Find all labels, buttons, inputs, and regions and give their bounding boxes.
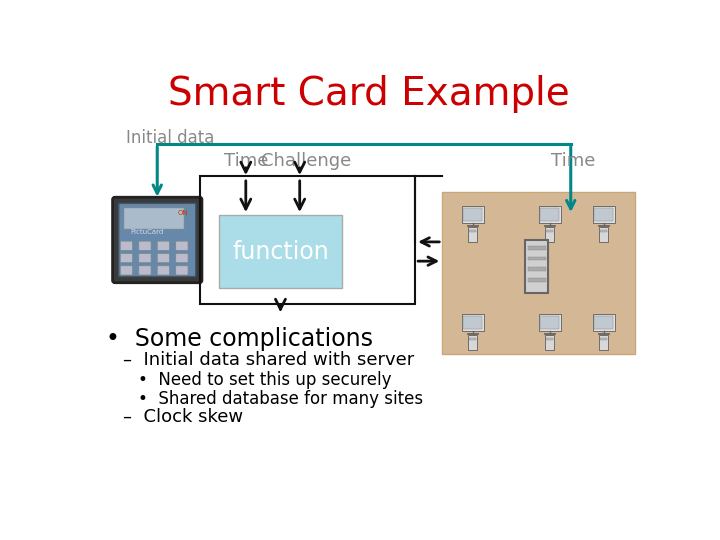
FancyBboxPatch shape [594,208,613,221]
Text: ON: ON [177,211,188,217]
Bar [469,338,477,340]
FancyBboxPatch shape [139,266,151,275]
FancyBboxPatch shape [462,314,484,331]
Text: Challenge: Challenge [261,152,351,170]
FancyBboxPatch shape [541,315,559,329]
Text: function: function [232,240,329,264]
Text: •  Some complications: • Some complications [106,327,373,350]
FancyBboxPatch shape [219,215,342,288]
FancyBboxPatch shape [139,241,151,251]
Text: •  Need to set this up securely: • Need to set this up securely [138,372,392,389]
Bar [528,256,546,260]
FancyBboxPatch shape [464,208,482,221]
Text: PictuCard: PictuCard [130,229,163,235]
Text: •  Shared database for many sites: • Shared database for many sites [138,390,423,408]
FancyBboxPatch shape [157,266,170,275]
FancyBboxPatch shape [526,240,549,294]
FancyBboxPatch shape [599,227,608,242]
Bar [528,246,546,249]
Bar [469,231,477,232]
FancyBboxPatch shape [176,253,188,262]
Bar [546,338,554,340]
FancyBboxPatch shape [469,335,477,350]
FancyBboxPatch shape [539,314,561,331]
Bar [600,338,608,340]
FancyBboxPatch shape [539,206,561,224]
FancyBboxPatch shape [120,241,132,251]
Bar [546,231,554,232]
FancyBboxPatch shape [112,197,202,283]
FancyBboxPatch shape [119,204,196,276]
FancyBboxPatch shape [157,253,170,262]
FancyBboxPatch shape [120,253,132,262]
FancyBboxPatch shape [546,227,554,242]
FancyBboxPatch shape [122,207,184,229]
Text: –  Initial data shared with server: – Initial data shared with server [122,351,414,369]
FancyBboxPatch shape [594,315,613,329]
FancyBboxPatch shape [157,241,170,251]
FancyBboxPatch shape [541,208,559,221]
Bar [528,278,546,282]
FancyBboxPatch shape [464,315,482,329]
FancyBboxPatch shape [139,253,151,262]
FancyBboxPatch shape [462,206,484,224]
Text: Smart Card Example: Smart Card Example [168,75,570,113]
Text: Time: Time [224,152,268,170]
Bar [528,267,546,271]
Text: Time: Time [551,152,595,170]
FancyBboxPatch shape [599,335,608,350]
Text: –  Clock skew: – Clock skew [122,408,243,426]
FancyBboxPatch shape [442,192,634,354]
FancyBboxPatch shape [469,227,477,242]
FancyBboxPatch shape [546,335,554,350]
FancyBboxPatch shape [120,266,132,275]
FancyBboxPatch shape [593,206,615,224]
FancyBboxPatch shape [593,314,615,331]
Bar [600,231,608,232]
Text: Initial data: Initial data [127,129,215,147]
FancyBboxPatch shape [176,266,188,275]
FancyBboxPatch shape [176,241,188,251]
